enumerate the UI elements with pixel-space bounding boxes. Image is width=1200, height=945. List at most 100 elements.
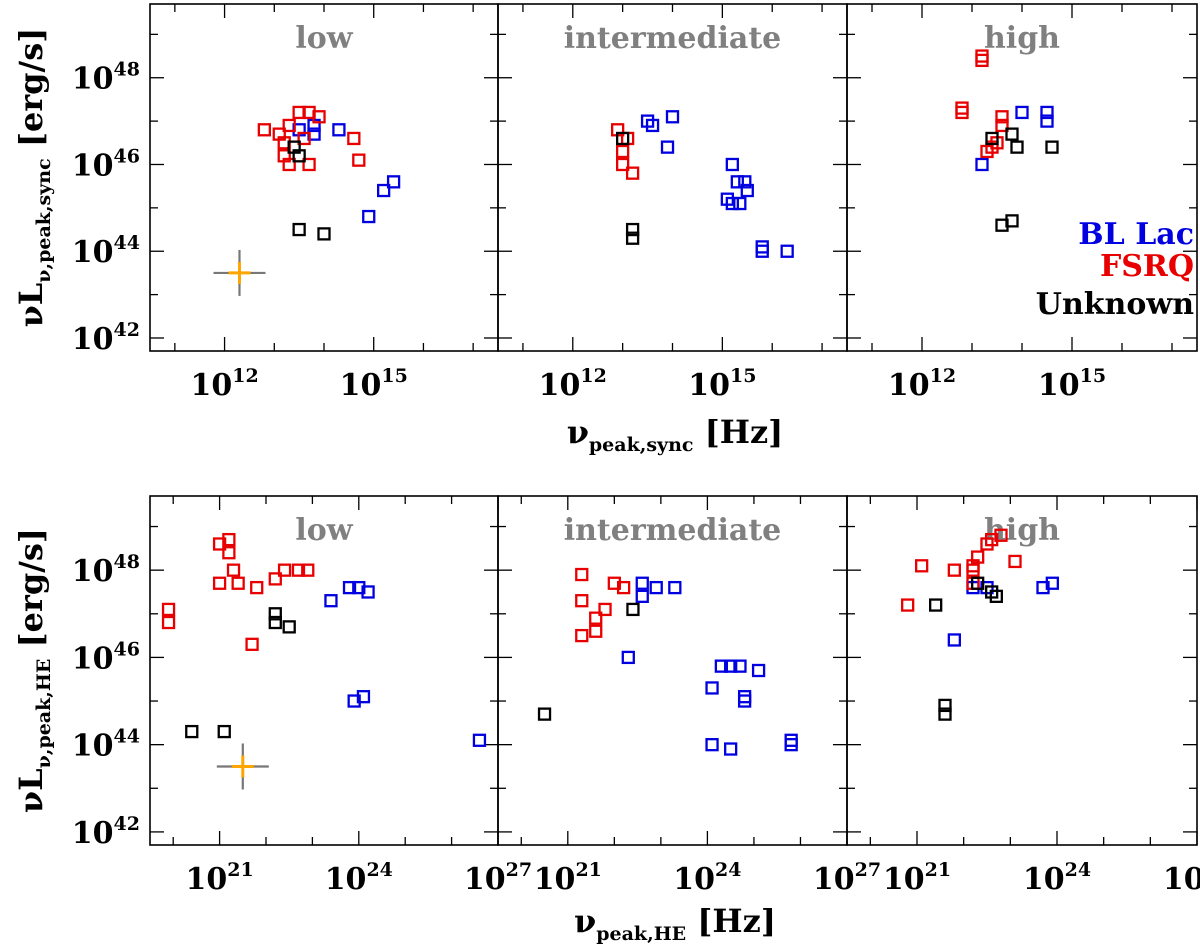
data-point	[733, 659, 747, 673]
data-point	[705, 681, 719, 695]
data-point	[947, 563, 961, 577]
x-tick-label: 1027	[1163, 859, 1200, 897]
panel-sync-low: low 1012 1015	[149, 3, 499, 403]
data-point	[705, 738, 719, 752]
panel-frame	[846, 495, 1198, 846]
ticks	[498, 496, 848, 845]
data-point	[755, 240, 769, 254]
y-tick-label: 1044	[72, 726, 140, 764]
data-point	[589, 624, 603, 638]
panel-frame	[497, 495, 848, 846]
data-point	[362, 209, 376, 224]
data-point	[938, 707, 952, 721]
series-unknown	[287, 140, 331, 241]
reference-cross	[216, 743, 269, 790]
data-point	[575, 628, 589, 643]
series-fsrq	[955, 49, 1009, 159]
data-point	[635, 589, 649, 603]
data-point	[1015, 105, 1029, 120]
data-point	[725, 157, 739, 172]
legend-item-bl-lac: BL Lac	[1078, 217, 1194, 252]
data-point	[282, 620, 296, 634]
data-point	[737, 694, 752, 708]
data-point	[161, 615, 176, 630]
data-point	[751, 663, 766, 678]
data-point	[324, 594, 338, 608]
data-point	[1008, 554, 1022, 569]
data-point	[784, 738, 798, 752]
data-point	[268, 615, 282, 630]
data-point	[730, 175, 744, 189]
panel-label: low	[295, 21, 353, 56]
data-point	[356, 690, 371, 704]
data-point	[352, 153, 366, 167]
series-unknown	[615, 131, 640, 245]
data-point	[589, 611, 603, 625]
data-point	[1005, 127, 1019, 141]
data-point	[635, 576, 649, 590]
x-tick-label: 1012	[539, 365, 607, 403]
data-point	[975, 157, 989, 172]
series-unknown	[537, 602, 640, 721]
data-point	[302, 157, 316, 172]
data-point	[282, 157, 296, 172]
panel-sync-intermediate: intermediate 1012 1015	[497, 3, 848, 403]
series-fsrq	[901, 528, 1022, 612]
data-point	[660, 140, 675, 154]
data-point	[575, 567, 589, 582]
data-point	[257, 123, 271, 137]
data-point	[616, 580, 631, 595]
data-point	[714, 659, 729, 673]
series-unknown	[929, 576, 1003, 721]
data-point	[995, 110, 1009, 124]
x-axis-title: νpeak,sync [Hz]	[567, 413, 784, 456]
y-tick-label: 1046	[72, 638, 140, 676]
data-point	[740, 183, 754, 198]
data-point	[212, 576, 227, 590]
data-point	[780, 244, 794, 258]
data-point	[386, 175, 401, 189]
data-point	[292, 222, 306, 237]
series-bl-lac	[621, 576, 798, 756]
data-point	[989, 589, 1003, 603]
series-fsrq	[611, 123, 640, 180]
data-point	[645, 118, 660, 133]
data-point	[598, 602, 612, 617]
data-point	[472, 733, 487, 747]
data-point	[342, 580, 357, 595]
data-point	[161, 602, 176, 617]
series-bl-lac	[292, 118, 401, 224]
data-point	[347, 131, 361, 146]
x-tick-label: 1027	[813, 859, 881, 897]
data-point	[268, 572, 282, 586]
series-unknown	[185, 607, 296, 739]
series-fsrq	[161, 532, 315, 651]
ticks	[150, 4, 498, 351]
y-tick-label: 1048	[72, 551, 140, 589]
data-point	[537, 707, 552, 721]
data-point	[975, 53, 989, 68]
ticks	[847, 4, 1197, 351]
y-axis-title: νLν,peak,sync [erg/s]	[12, 28, 55, 328]
panel-label: intermediate	[564, 513, 782, 548]
data-point	[995, 118, 1009, 133]
data-point	[733, 196, 747, 211]
data-point	[226, 563, 241, 577]
data-point	[277, 563, 292, 577]
data-point	[1040, 105, 1054, 120]
data-point	[938, 698, 952, 713]
data-point	[312, 110, 326, 124]
data-point	[217, 724, 231, 739]
y-tick-label: 1042	[72, 813, 140, 851]
panel-frame	[846, 3, 1198, 352]
ticks	[150, 496, 499, 845]
data-point	[297, 131, 311, 146]
data-point	[615, 144, 630, 159]
x-tick-label: 1015	[1038, 365, 1106, 403]
data-point	[1040, 114, 1054, 128]
y-tick-label: 1048	[72, 59, 140, 97]
x-axis-title: νpeak,HE [Hz]	[574, 902, 776, 945]
